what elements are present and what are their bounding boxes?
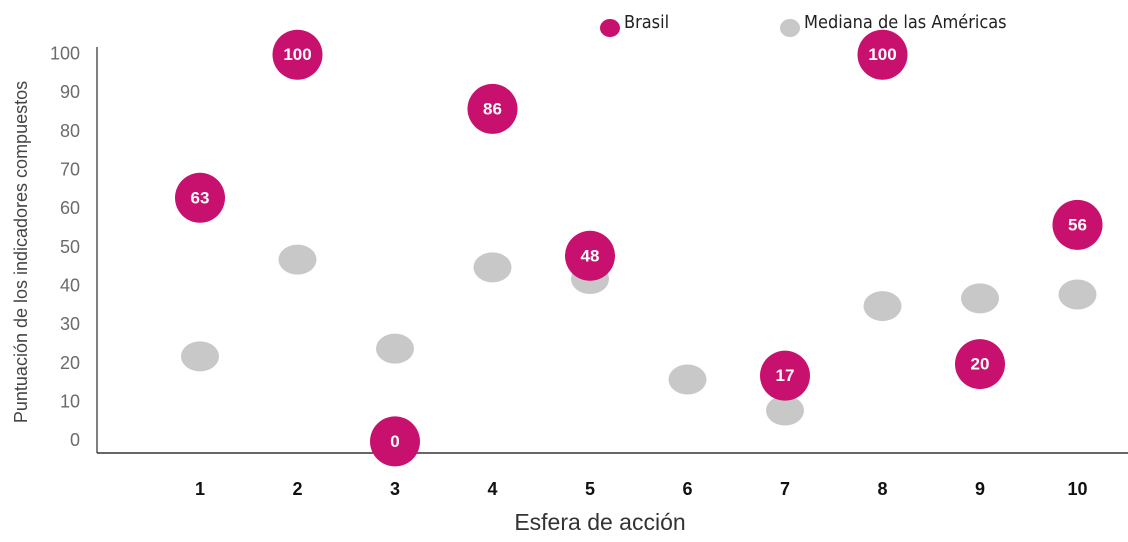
point [473,252,512,283]
y-tick-label: 10 [60,391,80,411]
data-label: 86 [483,99,502,118]
y-tick-label: 30 [60,314,80,334]
x-tick-label: 6 [682,479,692,499]
legend-marker [600,19,620,37]
point [961,283,999,314]
x-tick-label: 3 [390,479,400,499]
y-tick-label: 40 [60,275,80,295]
legend-label: Mediana de las Américas [804,12,1007,33]
y-tick-label: 70 [60,159,80,179]
point [278,244,317,275]
y-tick-label: 0 [70,430,80,450]
x-tick-label: 1 [195,479,205,499]
point [1058,279,1097,310]
legend-marker [780,19,800,37]
point [565,230,615,281]
point [863,291,902,322]
data-label: 20 [971,355,990,374]
x-tick-label: 4 [487,479,497,499]
data-label: 48 [581,246,600,265]
point [857,29,908,80]
data-label: 17 [776,366,795,385]
data-label: 100 [868,45,896,64]
data-label: 100 [283,45,311,64]
y-tick-label: 60 [60,198,80,218]
point [1052,199,1103,250]
point [955,339,1005,390]
data-label: 0 [390,432,399,451]
y-tick-label: 100 [50,43,80,63]
x-axis-title: Esfera de acción [514,509,685,535]
point [175,172,225,223]
x-tick-label: 5 [585,479,595,499]
y-tick-label: 50 [60,237,80,257]
data-label: 56 [1068,215,1087,234]
y-tick-label: 90 [60,82,80,102]
y-tick-label: 80 [60,121,80,141]
x-tick-label: 2 [292,479,302,499]
point [760,350,810,401]
point [668,364,707,395]
y-axis-title: Puntuación de los indicadores compuestos [11,81,31,423]
x-tick-label: 10 [1067,479,1087,499]
point [370,416,420,467]
point [181,341,219,372]
point [376,333,414,364]
y-tick-label: 20 [60,353,80,373]
x-tick-label: 7 [780,479,790,499]
x-tick-label: 9 [975,479,985,499]
legend-label: Brasil [624,12,669,33]
x-tick-label: 8 [877,479,887,499]
point [272,29,323,80]
data-label: 63 [191,188,210,207]
point [467,83,518,134]
point [766,395,804,426]
